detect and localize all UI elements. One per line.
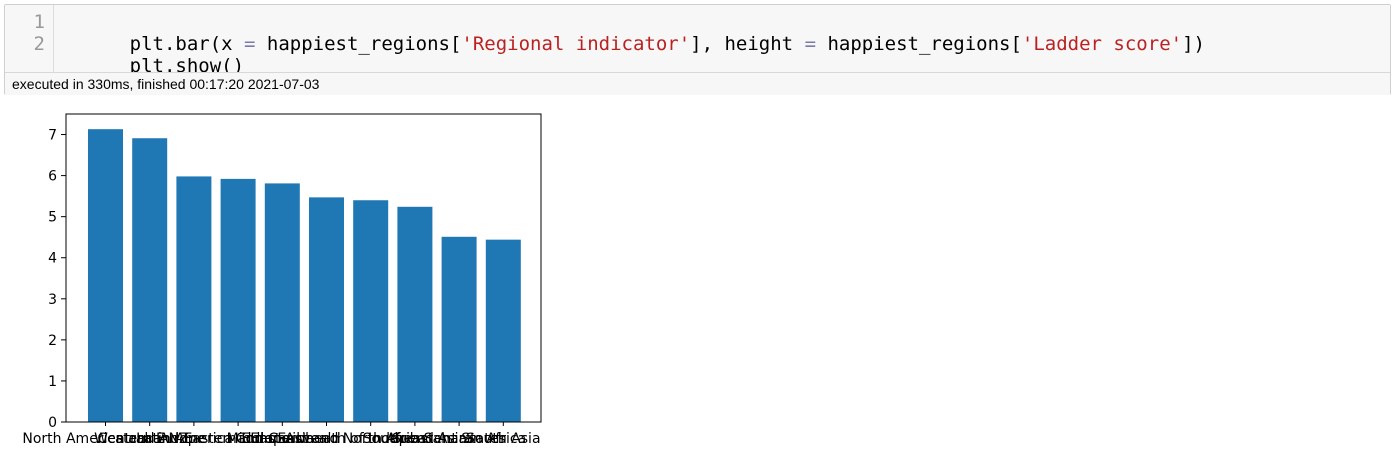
x-tick-label: Latin America and Caribbean bbox=[136, 431, 340, 447]
x-tick-label: Central and Eastern Europe bbox=[97, 431, 290, 447]
line-number-gutter: 1 2 bbox=[5, 5, 54, 72]
chart-bar bbox=[353, 200, 389, 422]
code-editor[interactable]: 1 2 plt.bar(x = happiest_regions['Region… bbox=[5, 5, 1390, 77]
chart-bar bbox=[220, 178, 256, 422]
x-tick-label: Middle East and North Africa bbox=[227, 431, 427, 447]
x-tick-label: South Asia bbox=[466, 431, 540, 447]
y-tick-label: 3 bbox=[48, 292, 57, 308]
y-tick-label: 0 bbox=[48, 415, 57, 431]
code-token: plt.bar(x bbox=[129, 33, 245, 55]
code-token: ]) bbox=[1182, 33, 1205, 55]
y-tick-label: 5 bbox=[48, 210, 57, 226]
code-token: happiest_regions[ bbox=[255, 33, 462, 55]
y-tick-label: 4 bbox=[48, 251, 57, 267]
cell-output: 0 1 2 3 4 5 6 7 North America and ANZ Western Eur… bbox=[0, 100, 600, 457]
code-token: plt.show() bbox=[129, 55, 245, 77]
chart-bar bbox=[309, 197, 344, 422]
x-tick-label: Western Europe bbox=[94, 431, 205, 447]
x-tick-label: Sub-Saharan Africa bbox=[392, 431, 526, 447]
code-line[interactable]: plt.bar(x = happiest_regions['Regional i… bbox=[61, 11, 1205, 77]
x-tick-label: Commonwealth of Independent States bbox=[236, 431, 506, 447]
chart-bar bbox=[176, 176, 212, 422]
code-line[interactable]: plt.show() bbox=[61, 33, 244, 99]
chart-bar bbox=[88, 129, 123, 422]
code-token: happiest_regions[ bbox=[816, 33, 1022, 55]
y-tick-label: 7 bbox=[48, 128, 57, 144]
code-token: = bbox=[244, 33, 256, 55]
y-tick-label: 1 bbox=[48, 374, 57, 390]
execution-status-bar: executed in 330ms, finished 00:17:20 202… bbox=[5, 72, 1390, 95]
chart-bar bbox=[485, 239, 521, 422]
code-token: 'Regional indicator' bbox=[461, 33, 691, 55]
line-number: 1 bbox=[33, 11, 45, 33]
y-tick-label: 6 bbox=[48, 169, 57, 185]
code-token: = bbox=[804, 33, 817, 55]
code-cell[interactable]: 1 2 plt.bar(x = happiest_regions['Region… bbox=[4, 4, 1391, 95]
chart-bar bbox=[397, 206, 433, 422]
chart-bar bbox=[441, 236, 477, 422]
execution-status-text: executed in 330ms, finished 00:17:20 202… bbox=[12, 76, 320, 92]
y-tick-label: 2 bbox=[48, 333, 57, 349]
x-tick-label: North America and ANZ bbox=[22, 431, 188, 447]
line-number: 2 bbox=[33, 33, 45, 55]
chart-bar bbox=[264, 183, 300, 422]
code-token: 'Ladder score' bbox=[1021, 33, 1183, 55]
x-tick-label: East Asia bbox=[250, 431, 314, 447]
chart-bar bbox=[132, 138, 168, 422]
plot-frame bbox=[65, 113, 542, 423]
x-tick-label: Southeast Asia bbox=[363, 431, 467, 447]
code-token: ], height bbox=[690, 33, 805, 55]
